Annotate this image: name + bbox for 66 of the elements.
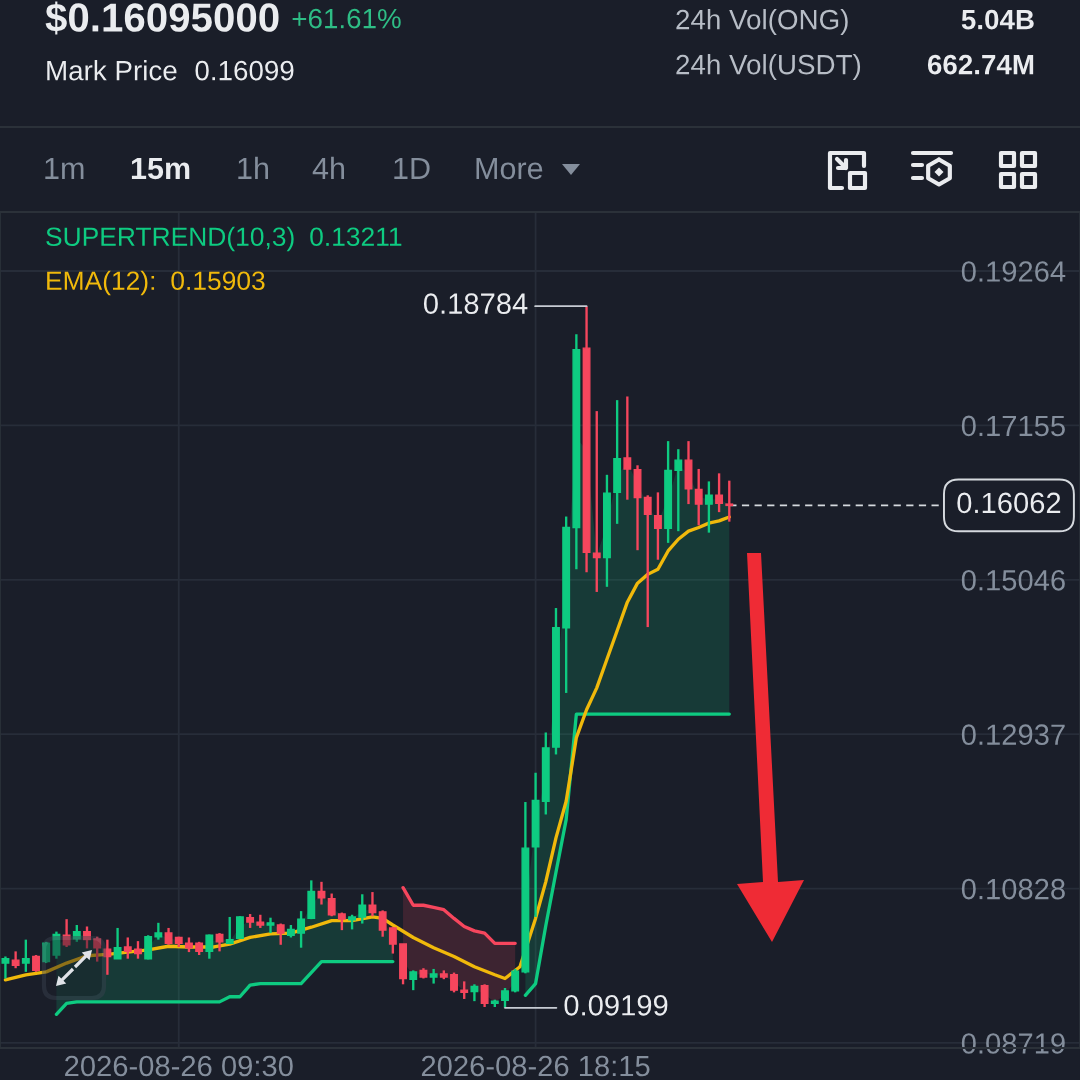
text: $0.16095000 [45, 1, 279, 35]
y-tick-label: 0.17155 [961, 415, 1065, 437]
candlestick [653, 491, 662, 561]
candlestick [592, 409, 601, 594]
text: 1m [45, 157, 84, 179]
candlestick [623, 395, 632, 501]
annotation: 0.13211 [310, 227, 402, 247]
text: 5.04B [961, 9, 1034, 30]
text: 0.16099 [195, 60, 294, 81]
candlestick [93, 935, 102, 963]
text: EMA(12): [47, 270, 155, 296]
text: 1h [238, 156, 268, 179]
candlestick [297, 909, 306, 949]
text: Mark Price [47, 60, 177, 81]
candlestick [358, 893, 367, 925]
annotation: 0.09199 [564, 994, 668, 1016]
candlestick [42, 940, 51, 965]
text: 15m [131, 157, 190, 180]
candlestick [450, 971, 458, 994]
candlestick [123, 936, 132, 960]
text: 1D [394, 157, 430, 179]
candlestick [83, 925, 91, 950]
ref-line-label: 0.16062 [957, 492, 1061, 514]
candlestick [317, 880, 326, 906]
candlestick [154, 921, 163, 941]
candlestick [409, 969, 418, 992]
candlestick [62, 917, 71, 949]
candlestick [704, 480, 713, 534]
candlestick [694, 467, 703, 527]
candlestick [378, 909, 387, 938]
y-tick-label: 0.12937 [961, 724, 1065, 746]
y-tick-label: 0.19264 [961, 261, 1066, 282]
candlestick [266, 916, 275, 935]
candlestick [205, 933, 214, 960]
candlestick [388, 926, 397, 955]
candlestick [643, 494, 652, 629]
text: 24h Vol(ONG) [676, 9, 848, 35]
candlestick [235, 915, 244, 941]
text: More [476, 157, 543, 180]
candlestick [715, 472, 724, 514]
candlestick [327, 892, 336, 918]
candlestick [113, 926, 122, 960]
text: 662.74M [927, 54, 1034, 75]
text: SUPERTREND(10,3) [46, 226, 294, 252]
annotation: 0.15903 [171, 271, 265, 291]
y-tick-label: 0.10828 [961, 878, 1065, 900]
candlestick [144, 934, 153, 961]
text: +61.61% [292, 8, 401, 29]
candlestick [21, 938, 30, 974]
candlestick [725, 479, 734, 523]
line-series [401, 886, 517, 945]
candlestick [103, 938, 112, 976]
candlestick [225, 915, 234, 946]
y-tick-label: 0.15046 [961, 569, 1065, 591]
candlestick [52, 930, 61, 960]
text: 4h [312, 156, 344, 179]
candlestick [674, 448, 683, 533]
x-tick-label: 2026-08-26 18:15 [421, 1055, 650, 1077]
text: 24h Vol(USDT) [676, 54, 861, 80]
candlestick [480, 983, 489, 1009]
candlestick [215, 931, 224, 953]
candlestick [1, 955, 10, 980]
x-tick-label: 2026-08-26 09:30 [65, 1055, 293, 1077]
annotation: 0.18784 [423, 293, 528, 314]
line-series [3, 515, 731, 982]
candlestick [501, 986, 509, 1009]
